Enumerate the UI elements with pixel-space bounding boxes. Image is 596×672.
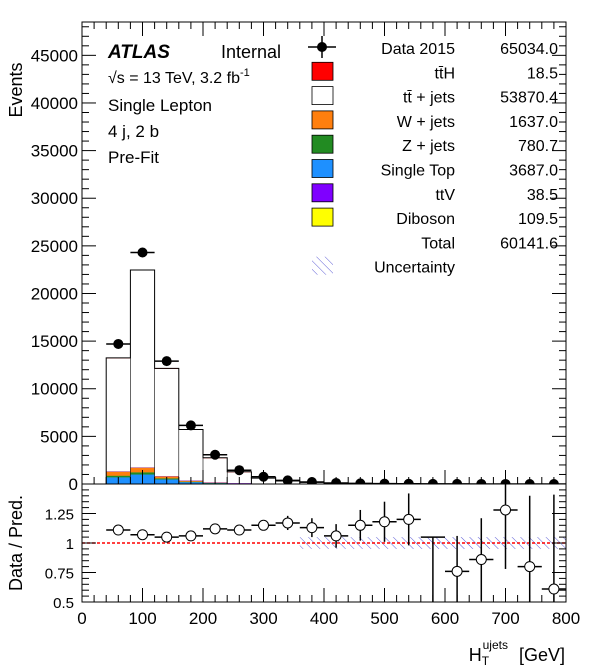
ratio-y-tick-label-3: 1.25 [45, 507, 74, 524]
y-axis-label: Events [6, 62, 26, 117]
ratio-point-12 [403, 513, 415, 525]
x-tick-label-4: 400 [310, 609, 338, 628]
ratio-uncertainty-band [82, 537, 566, 549]
channel-label: Single Lepton [108, 96, 212, 115]
legend-data-marker [317, 42, 327, 52]
legend-swatch-4 [311, 159, 334, 178]
data-point-3 [185, 420, 196, 431]
legend-label-1: tt̄ + jets [403, 90, 455, 107]
legend-value-2: 1637.0 [509, 114, 558, 131]
legend-swatch-6 [311, 207, 334, 227]
legend-swatch-1 [311, 86, 334, 105]
x-tick-label-5: 500 [370, 609, 398, 628]
ratio-y-tick-label-1: 0.75 [45, 566, 74, 583]
y-tick-label-0: 0 [69, 475, 78, 494]
legend-total-label: Total [421, 235, 455, 252]
data-point-0 [113, 338, 124, 349]
legend-label-2: W + jets [397, 114, 455, 131]
ratio-point-6 [258, 519, 269, 531]
legend-value-0: 18.5 [527, 65, 558, 82]
energy-label: √s = 13 TeV, 3.2 fb-1 [108, 67, 250, 87]
ratio-axes: 0.5 0.75 1 1.25 0 100 200 300 400 500 600 700 800 [45, 483, 580, 628]
stack-bar-s5-b1 [130, 270, 155, 468]
x-tick-label-3: 300 [249, 609, 277, 628]
legend-value-1: 53870.4 [500, 90, 558, 107]
legend-label-3: Z + jets [402, 138, 455, 155]
ratio-point-14 [451, 565, 463, 577]
legend-value-5: 38.5 [527, 187, 558, 204]
y-tick-label-3: 15000 [31, 332, 78, 351]
legend-swatch-0 [311, 61, 334, 81]
stack-bar-s5-b0 [106, 357, 131, 472]
ratio-point-18 [548, 583, 560, 595]
ratio-point-7 [282, 517, 294, 529]
stack-bar-s5-b3 [178, 429, 203, 481]
legend-uncertainty-label: Uncertainty [374, 260, 455, 277]
atlas-label: ATLAS [107, 42, 170, 63]
ratio-point-2 [161, 531, 173, 543]
ratio-point-10 [354, 519, 366, 531]
legend-total-value: 60141.6 [500, 235, 558, 252]
legend-label-4: Single Top [381, 163, 456, 180]
ratio-point-9 [330, 530, 342, 542]
internal-label: Internal [221, 42, 281, 62]
ratio-point-4 [209, 523, 221, 535]
main-axes: 0 5000 10000 15000 20000 25000 30000 35000 40000… [31, 21, 567, 494]
y-tick-label-8: 40000 [31, 94, 78, 113]
legend-label-0: tt̄H [435, 65, 455, 82]
x-tick-label-1: 100 [128, 609, 156, 628]
ratio-point-3 [185, 530, 197, 542]
legend-data-label: Data 2015 [381, 41, 455, 58]
ratio-y-tick-label-0: 0.5 [53, 595, 74, 612]
ratio-point-15 [475, 554, 487, 566]
legend-uncertainty-swatch [312, 256, 333, 275]
legend-value-3: 780.7 [518, 138, 558, 155]
x-axis-label: HTujets [GeV] [469, 638, 565, 668]
ratio-point-1 [137, 529, 148, 541]
ratio-point-0 [112, 524, 124, 536]
ratio-point-16 [500, 504, 511, 516]
legend-swatch-5 [311, 183, 334, 203]
data-point-1 [137, 247, 148, 258]
legend-value-6: 109.5 [518, 211, 558, 228]
x-tick-label-6: 600 [431, 609, 459, 628]
legend-label-6: Diboson [396, 211, 455, 228]
jets-label: 4 j, 2 b [108, 122, 159, 141]
ratio-point-11 [379, 516, 390, 528]
stack-bar-s2-b0 [106, 471, 131, 476]
legend-swatch-2 [311, 110, 334, 130]
ratio-points [106, 484, 566, 602]
x-tick-label-0: 0 [77, 609, 86, 628]
legend-value-4: 3687.0 [509, 163, 558, 180]
atlas-label-group: ATLAS Internal √s = 13 TeV, 3.2 fb-1 Sin… [107, 42, 281, 167]
data-point-5 [234, 465, 245, 476]
x-tick-label-8: 800 [552, 609, 580, 628]
y-tick-label-5: 25000 [31, 237, 78, 256]
y-tick-label-4: 20000 [31, 284, 78, 303]
y-tick-label-2: 10000 [31, 380, 78, 399]
y-tick-label-1: 5000 [40, 427, 78, 446]
ratio-y-tick-label-2: 1 [66, 536, 74, 553]
y-tick-label-7: 35000 [31, 142, 78, 161]
data-point-2 [161, 356, 172, 367]
x-tick-label-2: 200 [189, 609, 217, 628]
legend-data-value: 65034.0 [500, 41, 558, 58]
ratio-point-5 [233, 524, 245, 536]
stack-bar-s5-b2 [154, 368, 179, 477]
x-tick-label-7: 700 [491, 609, 519, 628]
ratio-point-17 [524, 561, 536, 573]
legend: Data 2015 65034.0 tt̄H 18.5 tt̄ + jets 53870.… [308, 36, 558, 277]
ratio-y-axis-label: Data / Pred. [6, 495, 26, 591]
fit-label: Pre-Fit [108, 148, 159, 167]
y-tick-label-6: 30000 [31, 189, 78, 208]
legend-swatch-3 [311, 134, 334, 154]
y-tick-label-9: 45000 [31, 46, 78, 65]
ratio-point-8 [306, 522, 318, 534]
stacked-histogram [105, 269, 566, 484]
data-point-4 [210, 449, 221, 460]
legend-label-5: ttV [435, 187, 455, 204]
